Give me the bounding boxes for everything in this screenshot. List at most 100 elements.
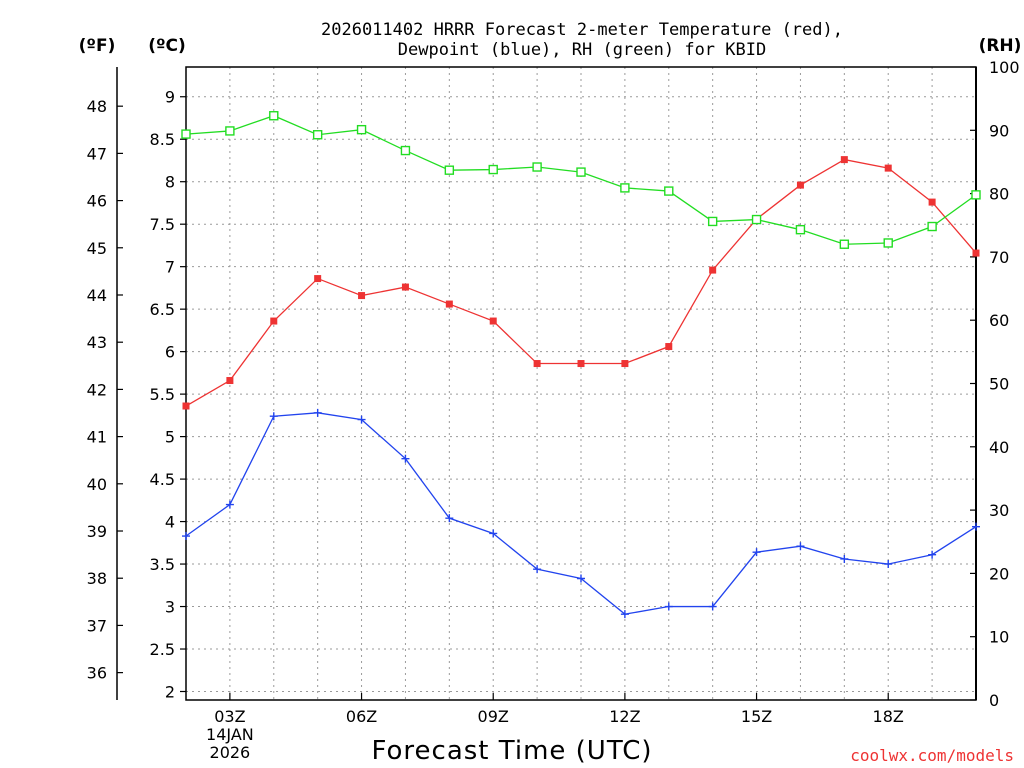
dewpoint-point [708,602,717,611]
x-tick-label: 15Z [741,707,772,726]
temperature-point [840,156,848,164]
rh-tick-label: 60 [989,311,1009,330]
x-tick-label: 14JAN [206,725,254,744]
rh-point [707,216,718,227]
rh-tick-label: 70 [989,248,1009,267]
fahrenheit-unit-label: (ºF) [79,36,116,56]
temperature-point [577,360,585,368]
rh-point [576,167,586,177]
x-tick-label: 03Z [214,707,245,726]
rh-point [444,165,455,175]
x-tick-label: 2026 [210,743,251,762]
temperature-point [401,283,409,291]
x-tick-label: 12Z [609,707,640,726]
rh-tick-label: 50 [989,375,1009,394]
rh-tick-label: 10 [989,628,1009,647]
rh-point [839,239,850,249]
celsius-tick-label: 3 [165,598,175,617]
dewpoint-point [972,522,980,531]
temperature-point [270,317,278,325]
temperature-point [489,317,497,325]
dewpoint-point [928,550,937,559]
celsius-tick-label: 6.5 [150,300,175,319]
x-tick-label: 09Z [478,707,509,726]
celsius-tick-label: 7.5 [150,215,175,234]
dewpoint-point [313,408,322,417]
rh-point [225,126,235,136]
axes: 2 2.5 3 3.5 4 4.5 5 5.5 6 6.5 7 7.5 8 8.5 9 36 37 38 39 40 4… [87,58,1020,762]
rh-tick-label: 40 [989,438,1009,457]
rh-point [269,111,279,121]
rh-point [751,214,762,225]
celsius-tick-label: 7 [165,258,175,277]
fahrenheit-tick-label: 43 [87,333,107,352]
temperature-point [884,164,892,172]
celsius-tick-label: 4 [165,513,175,532]
temperature-point [314,275,322,283]
dewpoint-point [752,548,761,557]
dewpoint-point [620,610,629,619]
dewpoint-point [664,602,673,611]
rh-point [400,145,411,156]
fahrenheit-tick-label: 39 [87,522,107,541]
chart-title-line-2: Dewpoint (blue), RH (green) for KBID [398,40,766,60]
dewpoint-point [840,554,849,563]
fahrenheit-tick-label: 38 [87,569,107,588]
rh-point [488,164,498,175]
rh-point [620,183,630,193]
x-axis-title: Forecast Time (UTC) [371,736,652,766]
dewpoint-point [445,514,454,523]
rh-tick-label: 80 [989,185,1009,204]
celsius-unit-label: (ºC) [148,36,186,56]
fahrenheit-tick-label: 47 [87,144,107,163]
celsius-tick-label: 9 [165,88,175,107]
credit-link[interactable]: coolwx.com/models [850,746,1014,765]
rh-point [356,124,367,135]
rh-point [927,221,937,232]
fahrenheit-tick-label: 41 [87,428,107,447]
dewpoint-point [533,565,542,574]
fahrenheit-tick-label: 48 [87,97,107,116]
rh-point [795,224,806,235]
temperature-point [665,343,673,351]
rh-point [883,238,893,248]
dewpoint-point [884,560,893,569]
celsius-tick-label: 5.5 [150,385,175,404]
celsius-tick-label: 8.5 [150,130,175,149]
dewpoint-point [182,532,190,541]
celsius-tick-label: 2.5 [150,640,175,659]
rh-unit-label: (RH) [979,36,1022,56]
dewpoint-point [489,529,498,538]
temperature-point [533,360,541,368]
celsius-tick-label: 6 [165,343,175,362]
series-layer [181,111,981,619]
dewpoint-point [269,412,278,421]
rh-tick-label: 100 [989,58,1020,77]
fahrenheit-tick-label: 46 [87,192,107,211]
rh-point [664,186,674,196]
temperature-point [709,266,717,274]
chart-title-line-1: 2026011402 HRRR Forecast 2-meter Tempera… [321,20,843,40]
dewpoint-point [796,542,805,551]
fahrenheit-tick-label: 36 [87,664,107,683]
fahrenheit-tick-label: 42 [87,380,107,399]
rh-point [181,129,191,139]
dewpoint-point [577,574,585,583]
temperature-point [358,292,366,300]
dewpoint-point [357,415,366,424]
rh-tick-label: 30 [989,501,1009,520]
rh-point [312,130,323,140]
temperature-point [972,249,980,257]
temperature-point [182,402,190,410]
temperature-point [445,300,453,308]
celsius-tick-label: 8 [165,173,175,192]
fahrenheit-tick-label: 40 [87,475,107,494]
dewpoint-point [225,500,234,509]
fahrenheit-tick-label: 37 [87,616,107,635]
dewpoint-point [401,454,410,463]
temperature-line [185,158,977,407]
celsius-tick-label: 5 [165,428,175,447]
fahrenheit-tick-label: 45 [87,239,107,258]
celsius-tick-label: 4.5 [150,470,175,489]
